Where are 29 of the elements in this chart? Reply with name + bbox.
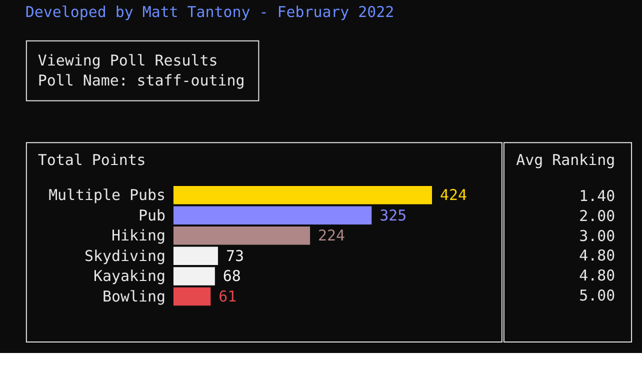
text: Poll Name: staff-outing (38, 71, 245, 90)
data-label: 224 (318, 226, 346, 245)
text: 5.00 (579, 286, 616, 305)
y-tick-label: Hiking (112, 226, 166, 245)
y-tick-label: Multiple Pubs (48, 186, 166, 204)
text: 1.40 (579, 186, 616, 205)
bar (173, 246, 218, 266)
text: 4.80 (579, 266, 616, 285)
y-tick-label: Kayaking (94, 267, 166, 286)
chart-title: Total Points (38, 151, 146, 170)
text: 2.00 (579, 206, 616, 225)
bar (173, 206, 372, 224)
text: Viewing Poll Results (38, 51, 218, 70)
data-label: 68 (222, 267, 241, 286)
text: 3.00 (579, 226, 616, 245)
text: Avg Ranking (516, 151, 616, 170)
data-label: 325 (380, 206, 407, 224)
text: Developed by Matt Tantony - February 2022 (25, 2, 394, 21)
bar (173, 287, 211, 306)
y-tick-label: Bowling (102, 287, 166, 306)
bar (173, 267, 215, 286)
bar (173, 226, 310, 245)
y-tick-label: Pub (138, 206, 166, 224)
data-label: 61 (218, 287, 237, 306)
data-label: 73 (226, 246, 244, 265)
data-label: 424 (440, 186, 467, 204)
bar (173, 186, 432, 204)
text: 4.80 (579, 246, 616, 265)
y-tick-label: Skydiving (84, 246, 166, 265)
